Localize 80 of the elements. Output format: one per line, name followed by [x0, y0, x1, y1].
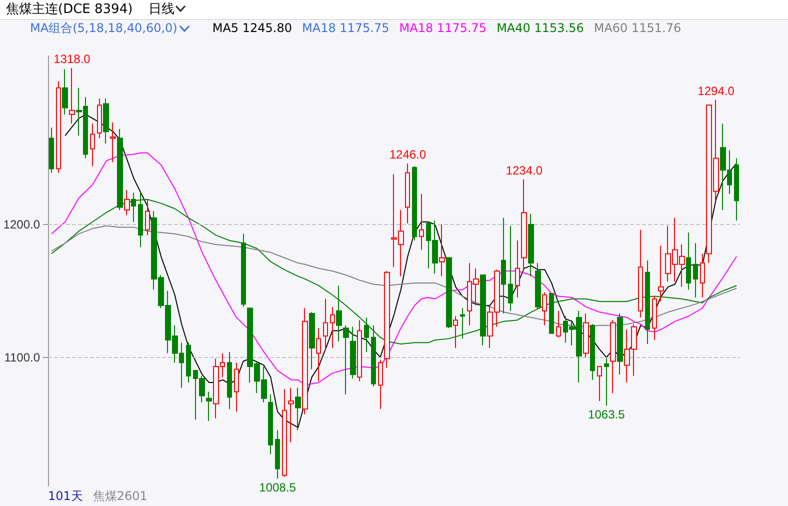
text: MA40 1153.56 — [496, 21, 584, 35]
candlestick — [521, 178, 527, 272]
text: MA18 1175.75 — [399, 21, 487, 35]
line-series — [50, 225, 738, 328]
candlestick — [316, 328, 321, 382]
text: MA5 1245.80 — [212, 21, 292, 35]
candlestick — [528, 213, 534, 277]
candlestick — [62, 68, 68, 115]
text: MA60 1151.76 — [594, 21, 682, 35]
annotation: 1318.0 — [54, 52, 91, 66]
candlestick — [288, 387, 294, 443]
candlestick — [508, 225, 513, 312]
y-tick-label: 1100.0 — [4, 350, 40, 364]
candlestick — [241, 233, 246, 308]
candlestick — [658, 245, 664, 302]
text: 焦煤2601 — [92, 489, 148, 503]
candlestick — [652, 296, 657, 341]
chart-subtitle: 日线 — [148, 2, 175, 17]
candlestick — [110, 122, 116, 163]
candlestick — [309, 312, 315, 370]
text: 101天 — [48, 489, 83, 503]
candlestick — [700, 253, 705, 298]
candlestick — [275, 430, 280, 480]
candlestick — [460, 308, 465, 340]
candlestick — [357, 320, 362, 382]
candlestick — [535, 262, 541, 310]
candlestick — [686, 232, 691, 290]
candlestick — [583, 312, 589, 358]
y-tick-label: 1200.0 — [3, 218, 40, 232]
candlestick — [234, 362, 239, 412]
candlestick — [542, 292, 547, 326]
candlestick — [693, 242, 698, 298]
candlestick — [439, 224, 445, 277]
candlestick — [302, 308, 308, 415]
candlestick — [295, 387, 301, 431]
annotation: 1234.0 — [506, 163, 543, 178]
candlestick — [282, 388, 287, 478]
legend-title: MA组合(5,18,18,40,60,0) — [30, 21, 178, 35]
candlestick — [419, 194, 424, 250]
candlestick — [378, 359, 383, 410]
candlestick — [350, 326, 356, 379]
candlestick — [145, 198, 150, 236]
candlestick — [186, 342, 191, 383]
candlestick — [227, 351, 232, 410]
annotation: 1008.5 — [259, 480, 296, 495]
candlestick — [343, 324, 349, 395]
candlestick — [590, 324, 595, 380]
candlestick — [638, 229, 643, 318]
candlestick — [734, 158, 739, 222]
candlestick — [323, 298, 328, 352]
candlestick — [103, 98, 109, 144]
candlestick — [336, 285, 342, 342]
candlestick — [384, 270, 390, 368]
candlestick — [405, 163, 410, 224]
chart-title: 焦煤主连(DCE 8394) — [6, 2, 133, 17]
candlestick — [501, 217, 506, 314]
candlestick — [56, 80, 61, 174]
candlestick — [90, 123, 95, 167]
candlestick — [268, 394, 273, 455]
candlestick — [69, 67, 75, 124]
candlestick — [549, 293, 554, 334]
candlestick — [49, 127, 54, 174]
candlestick — [597, 366, 602, 402]
candlestick — [617, 312, 623, 376]
candlestick — [97, 98, 102, 139]
candlestick — [453, 316, 458, 348]
candlestick — [556, 310, 561, 338]
candlestick — [604, 357, 609, 406]
line-series — [50, 152, 738, 386]
candlestick — [206, 391, 212, 422]
annotation: 1063.5 — [588, 408, 626, 422]
text: MA18 1175.75 — [302, 21, 390, 35]
annotation: 1294.0 — [698, 84, 735, 98]
candlestick — [412, 166, 417, 241]
candlestick — [446, 257, 452, 329]
candlestick — [330, 306, 335, 348]
candlestick — [124, 190, 130, 216]
candlestick — [610, 320, 616, 394]
candlestick — [515, 240, 520, 298]
annotation: 1246.0 — [389, 148, 426, 162]
